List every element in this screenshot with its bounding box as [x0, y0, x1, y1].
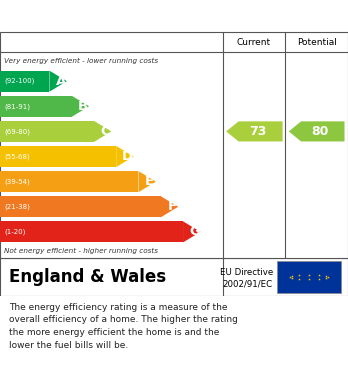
- Bar: [0, 221, 183, 242]
- Polygon shape: [116, 146, 134, 167]
- Text: Potential: Potential: [297, 38, 337, 47]
- Text: (1-20): (1-20): [4, 229, 25, 235]
- Polygon shape: [161, 196, 178, 217]
- Bar: [0, 96, 72, 117]
- Text: (55-68): (55-68): [4, 153, 30, 160]
- Text: EU Directive: EU Directive: [220, 268, 274, 277]
- Polygon shape: [72, 96, 89, 117]
- Text: F: F: [167, 200, 177, 213]
- Text: (92-100): (92-100): [4, 78, 34, 84]
- Bar: [0, 171, 139, 192]
- Text: (21-38): (21-38): [4, 203, 30, 210]
- Text: (39-54): (39-54): [4, 178, 30, 185]
- Text: 80: 80: [311, 125, 329, 138]
- Polygon shape: [139, 171, 156, 192]
- Text: C: C: [101, 125, 110, 138]
- Text: 2002/91/EC: 2002/91/EC: [222, 279, 272, 288]
- Polygon shape: [49, 71, 67, 92]
- Text: G: G: [189, 225, 200, 239]
- Text: D: D: [122, 150, 133, 163]
- Bar: [0, 71, 49, 92]
- Text: Current: Current: [237, 38, 271, 47]
- Polygon shape: [226, 121, 283, 142]
- Bar: [0, 121, 94, 142]
- Polygon shape: [94, 121, 111, 142]
- Bar: [277, 261, 341, 293]
- Text: Not energy efficient - higher running costs: Not energy efficient - higher running co…: [4, 248, 158, 254]
- Polygon shape: [183, 221, 200, 242]
- Bar: [0, 146, 116, 167]
- Text: Energy Efficiency Rating: Energy Efficiency Rating: [9, 9, 210, 23]
- Text: E: E: [145, 175, 155, 188]
- Bar: [0, 196, 161, 217]
- Text: 73: 73: [249, 125, 267, 138]
- Text: England & Wales: England & Wales: [9, 268, 166, 286]
- Text: (81-91): (81-91): [4, 103, 30, 109]
- Text: Very energy efficient - lower running costs: Very energy efficient - lower running co…: [4, 57, 158, 63]
- Text: (69-80): (69-80): [4, 128, 30, 135]
- Text: The energy efficiency rating is a measure of the
overall efficiency of a home. T: The energy efficiency rating is a measur…: [9, 303, 238, 350]
- Text: A: A: [56, 75, 66, 88]
- Text: B: B: [78, 100, 88, 113]
- Polygon shape: [289, 121, 345, 142]
